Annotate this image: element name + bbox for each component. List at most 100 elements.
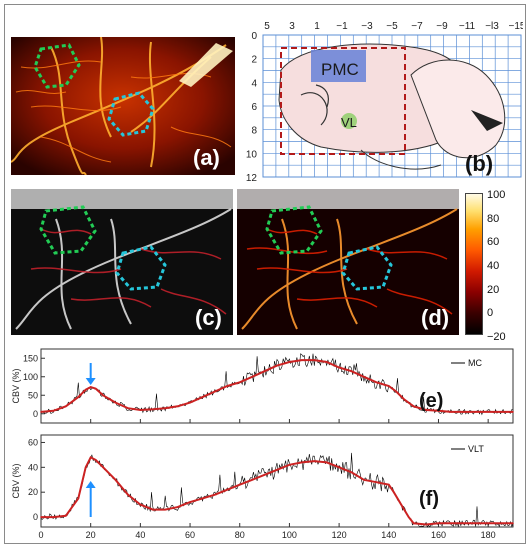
colorbar-tick: 80 bbox=[487, 212, 500, 225]
panel-b-atlas: PMC VL 5 3 1 −1 −3 −5 −7 −9 −11 −l3 −15 0 2 4 6 8 10 12 … bbox=[241, 15, 523, 183]
x-tick-label: 80 bbox=[235, 530, 245, 540]
atlas-top-tick: 1 bbox=[314, 21, 320, 32]
roi-motor-cortex-outline bbox=[265, 205, 323, 255]
data-point bbox=[301, 461, 303, 464]
y-tick-label: 0 bbox=[33, 512, 38, 522]
roi-thalamus-outline bbox=[107, 91, 155, 137]
y-tick-label: 50 bbox=[28, 390, 38, 400]
x-tick-label: 120 bbox=[332, 530, 347, 540]
data-point bbox=[462, 522, 465, 525]
chart-f: 0 20 40 60 0 20 40 60 80 100 120 140 160 180 CBV (%) VL… bbox=[7, 431, 523, 543]
smoothed-signal-line bbox=[40, 359, 513, 413]
data-point bbox=[176, 405, 179, 408]
data-point bbox=[164, 508, 167, 511]
legend-label: MC bbox=[468, 358, 482, 368]
data-point bbox=[288, 464, 291, 466]
data-point bbox=[52, 409, 55, 412]
atlas-top-tick: −9 bbox=[436, 21, 448, 32]
atlas-top-tick: −3 bbox=[361, 21, 373, 32]
roi-thalamus-outline bbox=[341, 245, 393, 291]
data-point bbox=[462, 411, 465, 413]
panel-d-image bbox=[237, 189, 459, 335]
data-point bbox=[450, 522, 452, 525]
data-point bbox=[499, 522, 502, 525]
data-point bbox=[151, 408, 154, 411]
colorbar: 100 80 60 40 20 0 −20 bbox=[465, 189, 525, 343]
colorbar-tick: 60 bbox=[487, 236, 500, 249]
chart-panel-label: (e) bbox=[419, 390, 443, 412]
colorbar-tick: 40 bbox=[487, 260, 500, 272]
data-point bbox=[395, 390, 398, 393]
y-axis-label: CBV (%) bbox=[11, 368, 21, 403]
atlas-left-tick: 12 bbox=[246, 173, 258, 183]
data-point bbox=[474, 522, 477, 525]
data-point bbox=[84, 466, 87, 469]
colorbar-gradient bbox=[465, 193, 483, 335]
colorbar-tick: 0 bbox=[487, 307, 494, 320]
data-point bbox=[89, 386, 92, 388]
data-point bbox=[84, 388, 87, 391]
y-tick-label: 0 bbox=[33, 409, 38, 419]
data-point bbox=[127, 493, 129, 496]
data-point bbox=[251, 478, 253, 481]
atlas-top-tick: −1 bbox=[336, 21, 348, 32]
data-point bbox=[338, 366, 340, 369]
data-point bbox=[363, 375, 365, 378]
data-point bbox=[325, 361, 328, 363]
data-point bbox=[40, 516, 42, 518]
data-point bbox=[402, 398, 405, 400]
data-point bbox=[94, 387, 97, 390]
data-point bbox=[94, 459, 97, 461]
panel-a-image bbox=[11, 37, 235, 175]
data-point bbox=[288, 361, 291, 363]
data-point bbox=[313, 359, 316, 361]
y-tick-label: 100 bbox=[23, 372, 38, 382]
data-point bbox=[102, 466, 104, 469]
panel-b-label: (b) bbox=[465, 151, 494, 176]
data-point bbox=[512, 411, 514, 413]
roi-motor-cortex-outline bbox=[33, 43, 81, 89]
atlas-left-tick: 0 bbox=[251, 31, 257, 42]
y-tick-label: 20 bbox=[28, 487, 38, 497]
x-tick-label: 0 bbox=[38, 530, 43, 540]
data-point bbox=[139, 503, 142, 506]
data-point bbox=[512, 522, 514, 525]
data-point bbox=[52, 516, 55, 518]
data-point bbox=[102, 394, 104, 397]
y-tick-label: 150 bbox=[23, 353, 38, 363]
panel-b-atlas-svg: PMC VL 5 3 1 −1 −3 −5 −7 −9 −11 −l3 −15 0 2 4 6 8 10 12 bbox=[246, 21, 523, 183]
atlas-left-tick: 10 bbox=[246, 149, 258, 160]
colorbar-tick: −20 bbox=[487, 331, 506, 343]
data-point bbox=[238, 381, 241, 384]
data-point bbox=[151, 508, 154, 511]
roi-motor-cortex-outline bbox=[39, 205, 97, 255]
atlas-left-tick: 4 bbox=[251, 78, 257, 89]
data-point bbox=[450, 411, 452, 413]
data-point bbox=[499, 411, 502, 413]
data-point bbox=[400, 503, 403, 506]
data-point bbox=[176, 506, 179, 508]
colorbar-tick: 20 bbox=[487, 283, 500, 296]
data-point bbox=[325, 461, 328, 464]
data-point bbox=[226, 488, 229, 491]
x-tick-label: 160 bbox=[431, 530, 446, 540]
roi-thalamus-outline bbox=[115, 245, 167, 291]
data-point bbox=[387, 385, 390, 387]
panel-d-map: (d) bbox=[237, 189, 459, 335]
data-point bbox=[114, 478, 117, 481]
data-point bbox=[276, 364, 278, 367]
atlas-left-tick: 2 bbox=[251, 55, 257, 66]
data-point bbox=[412, 405, 415, 408]
panel-a-label: (a) bbox=[193, 145, 220, 170]
data-point bbox=[487, 411, 489, 413]
data-point bbox=[313, 460, 316, 462]
atlas-top-tick: −l3 bbox=[485, 21, 499, 32]
y-axis-label: CBV (%) bbox=[11, 463, 21, 498]
panel-c-image bbox=[11, 189, 233, 335]
atlas-top-tick: −11 bbox=[459, 21, 476, 32]
legend-label: VLT bbox=[468, 444, 484, 454]
x-tick-label: 40 bbox=[135, 530, 145, 540]
x-tick-label: 140 bbox=[381, 530, 396, 540]
x-tick-label: 100 bbox=[282, 530, 297, 540]
data-point bbox=[77, 497, 80, 500]
